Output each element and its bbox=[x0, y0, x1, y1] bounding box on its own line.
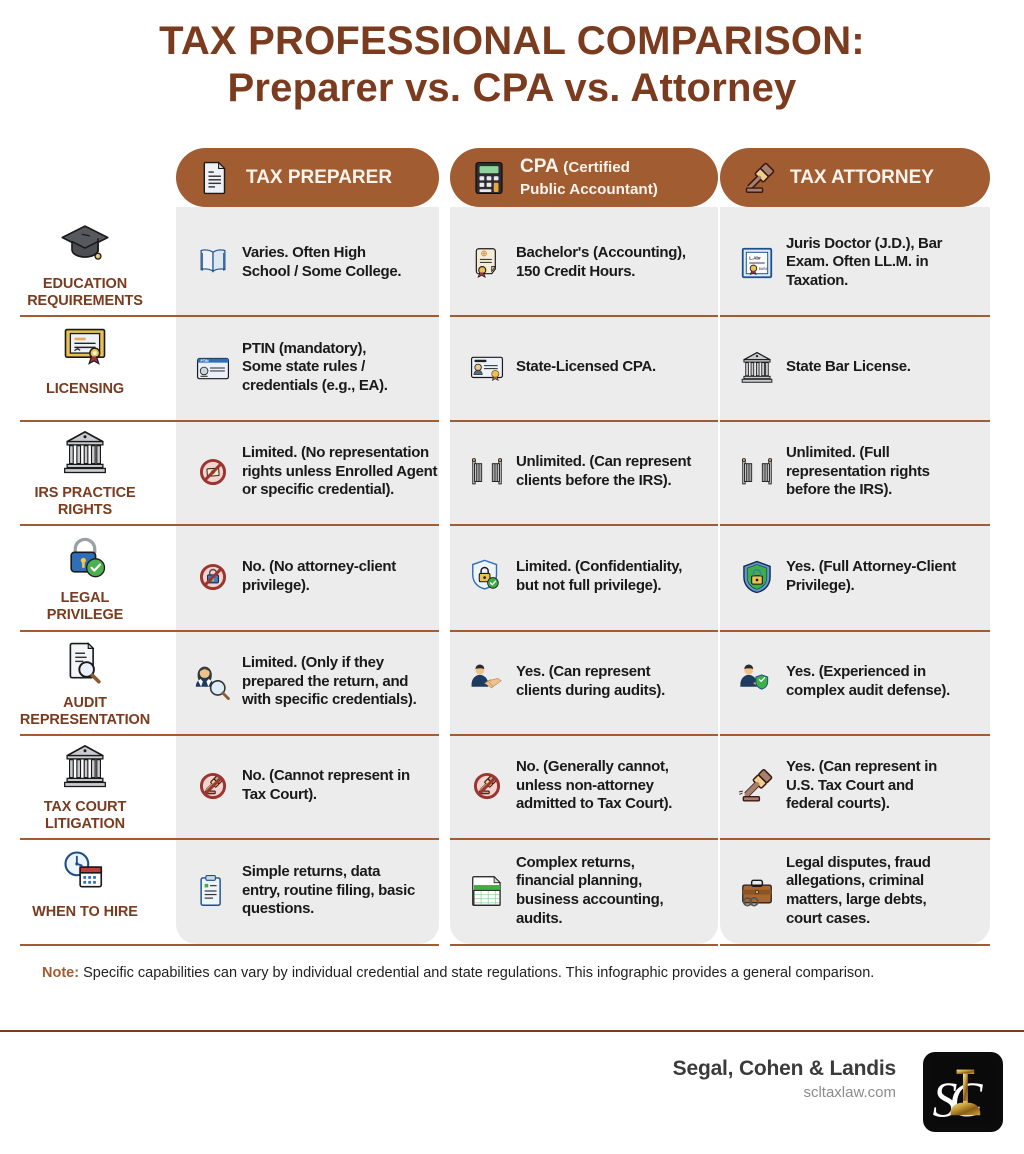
svg-text:PTIN: PTIN bbox=[201, 358, 210, 362]
svg-text:L.Abr: L.Abr bbox=[749, 255, 761, 260]
svg-text:BAR#: BAR# bbox=[759, 267, 768, 271]
